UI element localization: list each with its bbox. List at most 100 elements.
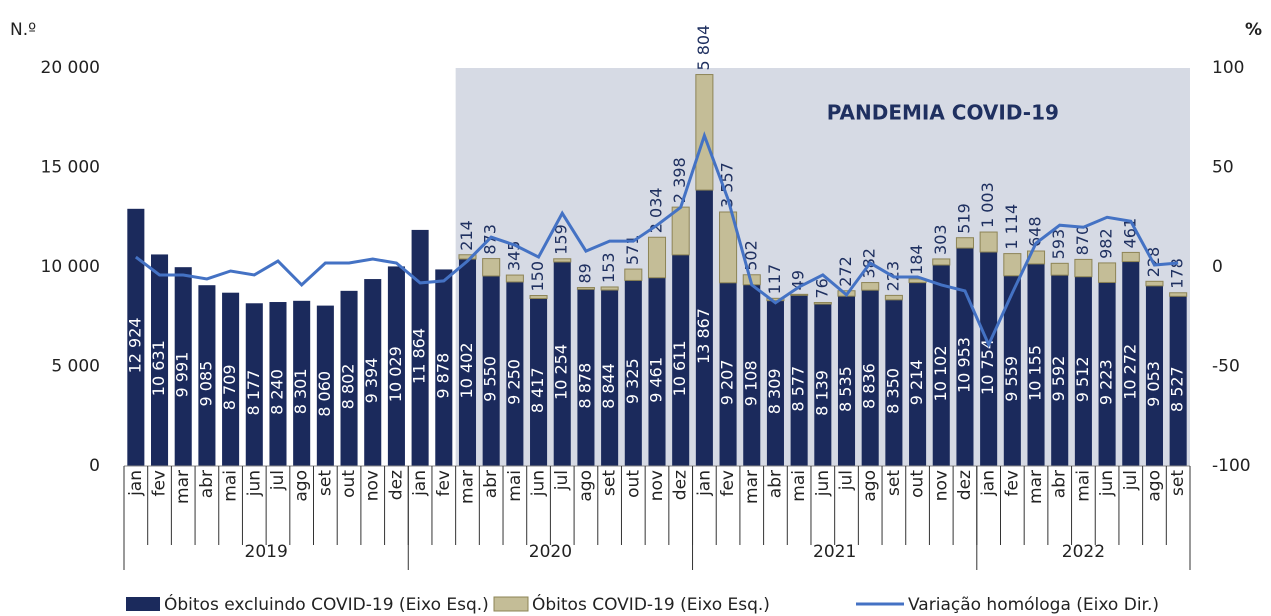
value-label: 9 991 — [173, 352, 192, 398]
value-label: 9 559 — [1002, 356, 1021, 402]
bar-non-covid — [601, 290, 619, 466]
value-label: 8 309 — [765, 368, 784, 414]
value-label: 8 878 — [575, 363, 594, 409]
x-tick-label: nov — [363, 470, 383, 501]
value-label: 9 592 — [1049, 356, 1068, 402]
bar-covid — [1169, 292, 1188, 297]
value-label: 8 139 — [812, 370, 831, 416]
y2-tick-label: 0 — [1212, 257, 1223, 277]
value-label: 9 108 — [741, 360, 760, 406]
y2-tick-label: 100 — [1212, 58, 1244, 78]
x-tick-label: set — [1168, 470, 1188, 496]
x-tick-label: ago — [576, 470, 596, 502]
bar-non-covid — [577, 289, 595, 466]
value-label: 184 — [907, 244, 926, 275]
x-tick-label: out — [908, 470, 928, 498]
value-label: 272 — [836, 256, 855, 287]
y-tick-label: 5 000 — [51, 357, 100, 377]
x-tick-label: jul — [268, 470, 288, 491]
x-tick-label: jun — [813, 470, 833, 497]
value-label: 10 029 — [386, 346, 405, 402]
value-label: 593 — [1049, 229, 1068, 260]
bar-covid — [576, 287, 595, 290]
value-label: 159 — [552, 224, 571, 255]
x-tick-label: set — [315, 470, 335, 496]
legend-label: Variação homóloga (Eixo Dir.) — [908, 595, 1159, 615]
bar-covid — [1050, 262, 1069, 276]
value-label: 9 053 — [1144, 361, 1163, 407]
value-label: 9 512 — [1073, 356, 1092, 402]
value-label: 9 214 — [907, 359, 926, 405]
value-label: 1 003 — [978, 182, 997, 228]
bar-non-covid — [506, 281, 524, 466]
bar-non-covid — [885, 299, 903, 466]
x-tick-label: mai — [221, 470, 241, 502]
bar-non-covid — [814, 304, 832, 466]
x-tick-label: dez — [671, 470, 691, 500]
bar-non-covid — [1122, 261, 1140, 466]
x-tick-label: mai — [789, 470, 809, 502]
bar-covid — [671, 206, 690, 256]
x-tick-label: ago — [1144, 470, 1164, 502]
x-tick-label: jun — [1097, 470, 1117, 497]
y2-tick-label: -50 — [1212, 357, 1240, 377]
value-label: 9 250 — [504, 359, 523, 405]
x-tick-label: fev — [1002, 470, 1022, 497]
legend-swatch — [493, 596, 529, 612]
bar-non-covid — [1051, 275, 1069, 466]
value-label: 1 114 — [1002, 204, 1021, 250]
value-label: 303 — [931, 224, 950, 255]
value-label: 8 802 — [339, 364, 358, 410]
bar-non-covid — [222, 292, 240, 466]
x-group-label: 2022 — [1062, 542, 1105, 562]
value-label: 9 550 — [481, 356, 500, 402]
annotation: PANDEMIA COVID-19 — [827, 101, 1059, 125]
bar-non-covid — [127, 208, 145, 467]
value-label: 9 394 — [362, 358, 381, 404]
x-group-label: 2021 — [813, 542, 856, 562]
x-tick-label: mai — [1073, 470, 1093, 502]
x-tick-label: set — [600, 470, 620, 496]
bar-non-covid — [435, 269, 453, 466]
value-label: 8 527 — [1168, 366, 1187, 412]
bar-non-covid — [245, 303, 263, 466]
value-label: 8 240 — [267, 369, 286, 415]
bar-non-covid — [790, 295, 808, 466]
bar-non-covid — [743, 284, 761, 466]
x-tick-label: abr — [1050, 470, 1070, 498]
value-label: 153 — [599, 252, 618, 283]
value-label: 8 836 — [860, 363, 879, 409]
bar-non-covid — [553, 261, 571, 466]
value-label: 13 867 — [694, 308, 713, 364]
value-label: 178 — [1168, 258, 1187, 289]
y-tick-label: 20 000 — [41, 58, 100, 78]
value-label: 870 — [1073, 225, 1092, 256]
bar-covid — [505, 274, 524, 283]
bar-non-covid — [530, 298, 548, 466]
y-tick-label: 15 000 — [41, 158, 100, 178]
bar-covid — [1121, 251, 1140, 263]
bar-non-covid — [151, 254, 169, 466]
value-label: 11 864 — [410, 328, 429, 384]
bar-non-covid — [411, 229, 429, 466]
value-label: 10 272 — [1120, 344, 1139, 400]
value-label: 9 207 — [718, 359, 737, 405]
bar-non-covid — [980, 251, 998, 466]
x-tick-label: fev — [718, 470, 738, 497]
value-label: 8 350 — [883, 368, 902, 414]
x-tick-label: dez — [386, 470, 406, 500]
x-group-label: 2020 — [529, 542, 572, 562]
bar-non-covid — [861, 290, 879, 466]
bar-covid — [624, 268, 643, 281]
bar-covid — [766, 297, 785, 302]
bar-non-covid — [1003, 275, 1021, 466]
value-label: 8 535 — [836, 366, 855, 412]
value-label: 9 878 — [433, 353, 452, 399]
bar-covid — [979, 231, 998, 253]
bar-covid — [932, 258, 951, 266]
value-label: 9 461 — [647, 357, 666, 403]
bar-covid — [482, 258, 501, 277]
x-tick-label: fev — [434, 470, 454, 497]
x-tick-label: ago — [292, 470, 312, 502]
